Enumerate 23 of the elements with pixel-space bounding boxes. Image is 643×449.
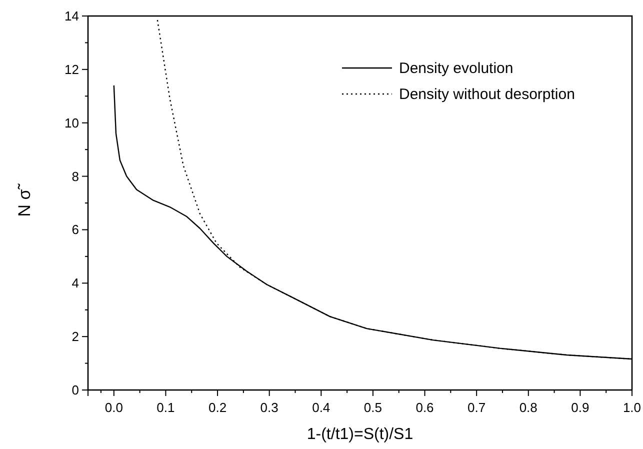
x-tick-label: 0.0 <box>104 400 123 415</box>
y-tick-label: 4 <box>72 276 79 291</box>
y-tick-label: 10 <box>64 115 79 130</box>
legend-label: Density without desorption <box>399 86 575 103</box>
x-tick-label: 0.7 <box>468 400 486 415</box>
y-tick-label: 14 <box>64 8 79 24</box>
x-tick-label: 0.5 <box>364 400 382 415</box>
x-axis-title: 1-(t/t1)=S(t)/S1 <box>306 426 414 443</box>
x-tick-label: 0.9 <box>571 400 590 415</box>
x-tick-label: 0.1 <box>156 400 175 415</box>
x-tick-label: 0.8 <box>519 400 538 415</box>
x-tick-label: 1.0 <box>622 400 642 415</box>
y-tick-label: 12 <box>64 62 79 77</box>
x-tick-label: 0.3 <box>260 400 278 415</box>
y-tick-label: 8 <box>72 168 79 184</box>
x-tick-label: 0.2 <box>208 400 227 415</box>
y-tick-label: 0 <box>72 382 79 398</box>
y-axis-title: N σ̃ <box>15 183 34 217</box>
x-tick-label: 0.6 <box>416 400 434 415</box>
y-tick-label: 2 <box>72 329 79 344</box>
y-tick-label: 6 <box>72 222 79 238</box>
x-tick-label: 0.4 <box>312 400 330 415</box>
legend-label: Density evolution <box>399 60 514 77</box>
